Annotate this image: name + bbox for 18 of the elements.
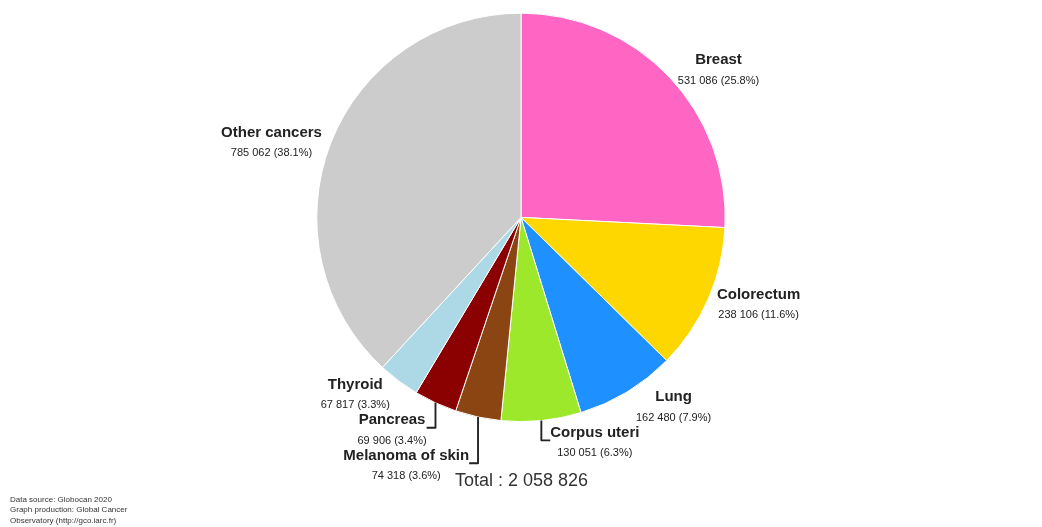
data-label: 785 062 (38.1%) — [230, 146, 313, 159]
data-label: 67 817 (3.3%) — [320, 398, 390, 411]
data-label: 531 086 (25.8%) — [677, 73, 760, 86]
text: Total : 2 058 826 — [455, 470, 589, 490]
source-note: Data source: Globocan 2020 Graph production: Global Cancer Observatory (http://gco.iarc.fr) — [10, 495, 128, 525]
slice-label: Colorectum — [716, 284, 801, 302]
slice-label: Corpus uteri — [550, 422, 640, 440]
slice-label: Lung — [655, 387, 692, 405]
slice-label: Melanoma of skin — [343, 445, 470, 463]
slice-label: Pancreas — [358, 410, 426, 428]
slice-label: Breast — [695, 50, 742, 68]
data-label: 69 906 (3.4%) — [357, 433, 427, 446]
data-label: 238 106 (11.6%) — [718, 308, 799, 321]
slice-label: Thyroid — [327, 374, 383, 392]
data-label: 74 318 (3.6%) — [371, 469, 441, 482]
slice-label: Other cancers — [221, 122, 322, 140]
data-label: 162 480 (7.9%) — [635, 410, 712, 423]
data-label: 130 051 (6.3%) — [557, 446, 633, 459]
